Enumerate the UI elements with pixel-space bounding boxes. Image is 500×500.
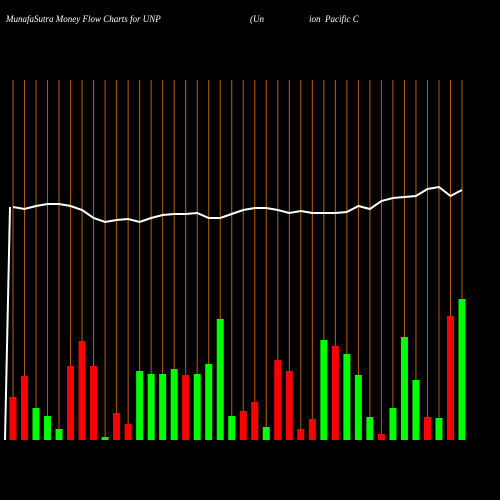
bar <box>90 366 98 440</box>
bar <box>101 437 109 440</box>
bar <box>67 366 75 440</box>
bar <box>262 427 270 440</box>
bar <box>331 346 339 440</box>
bar <box>354 375 362 440</box>
bar <box>193 374 201 440</box>
bar <box>308 419 316 440</box>
bar <box>216 319 224 440</box>
line-lead <box>4 206 11 441</box>
chart-subtitle: (Un ion Pacific C <box>250 14 360 24</box>
bar <box>285 371 293 440</box>
bar <box>343 354 351 440</box>
bar <box>389 408 397 440</box>
bar <box>320 340 328 440</box>
bar <box>170 369 178 440</box>
bar <box>182 375 190 440</box>
bar <box>44 416 52 440</box>
bar <box>274 360 282 440</box>
bar <box>366 417 374 440</box>
bar <box>124 424 132 440</box>
bar <box>205 364 213 440</box>
bar <box>446 316 454 440</box>
chart-title: MunafaSutra Money Flow Charts for UNP <box>5 14 161 24</box>
bar <box>136 371 144 440</box>
bar <box>147 374 155 440</box>
bar <box>423 417 431 440</box>
bar <box>458 299 466 440</box>
bar <box>435 418 443 440</box>
bar <box>412 380 420 440</box>
bar <box>9 397 17 440</box>
bar <box>32 408 40 440</box>
bar <box>228 416 236 440</box>
bar <box>113 413 121 440</box>
flow-line <box>12 185 463 224</box>
bar <box>297 429 305 440</box>
bar <box>377 434 385 440</box>
bar <box>55 429 63 440</box>
bar <box>251 402 259 440</box>
bar <box>21 376 29 440</box>
bar <box>78 341 86 440</box>
bar <box>159 374 167 440</box>
bar <box>239 411 247 440</box>
bar <box>400 337 408 440</box>
